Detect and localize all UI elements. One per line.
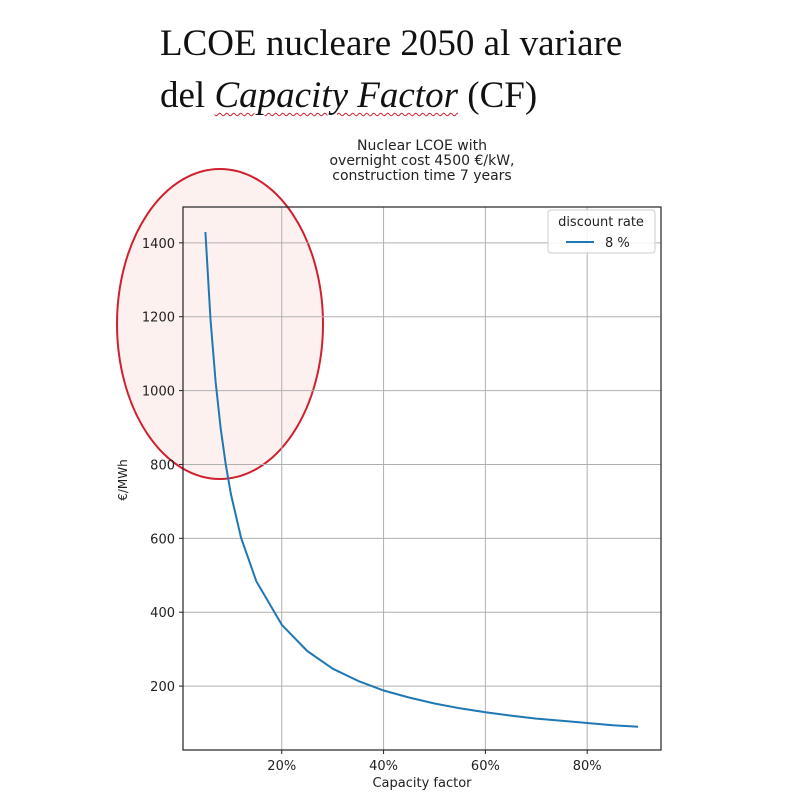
x-tick-label: 20%	[267, 759, 296, 774]
y-tick-label: 1000	[142, 385, 175, 400]
y-tick-label: 1400	[142, 237, 175, 252]
slide-title-line2: del Capacity Factor (CF)	[160, 70, 622, 122]
slide-title: LCOE nucleare 2050 al variare del Capaci…	[160, 18, 622, 122]
chart-title-line: construction time 7 years	[332, 168, 511, 184]
y-tick-label: 400	[150, 606, 175, 621]
y-tick-label: 800	[150, 458, 175, 473]
x-tick-label: 40%	[369, 759, 398, 774]
series-line-8pct	[204, 232, 639, 728]
x-axis-label: Capacity factor	[372, 776, 472, 791]
y-axis-label: €/MWh	[116, 459, 130, 501]
legend-title: discount rate	[558, 215, 644, 230]
chart-title-line: overnight cost 4500 €/kW,	[329, 153, 514, 169]
title-prefix: del	[160, 75, 215, 116]
title-italic: Capacity Factor	[214, 75, 458, 116]
x-tick-label: 60%	[471, 759, 500, 774]
y-tick-label: 200	[150, 680, 175, 695]
plot-frame	[182, 206, 662, 751]
title-suffix: (CF)	[458, 75, 538, 116]
y-tick-label: 1200	[142, 311, 175, 326]
chart-title-line: Nuclear LCOE with	[357, 138, 487, 154]
highlight-ellipse	[116, 168, 324, 480]
slide-title-line1: LCOE nucleare 2050 al variare	[160, 23, 623, 64]
x-tick-label: 80%	[573, 759, 602, 774]
y-tick-label: 600	[150, 532, 175, 547]
legend-label: 8 %	[605, 236, 630, 251]
